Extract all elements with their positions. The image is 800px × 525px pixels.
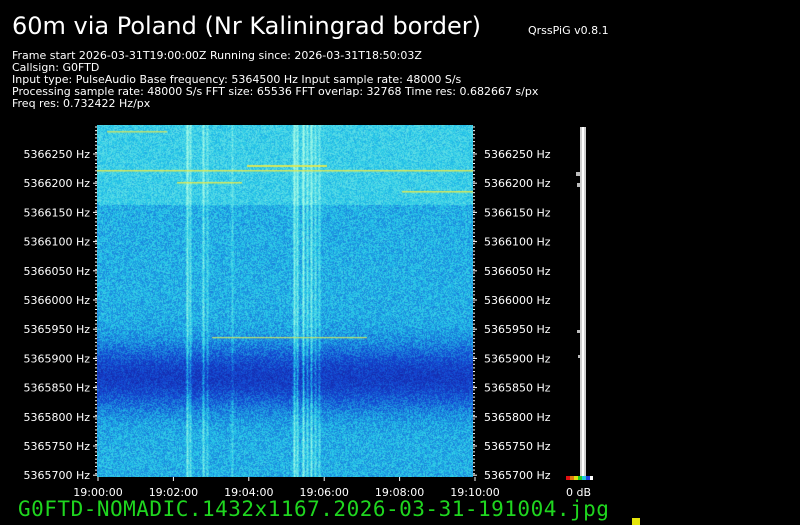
colorbar-green	[578, 476, 582, 480]
colorbar: 0 dB	[566, 476, 593, 499]
y-tick-label-left: 5365800 Hz	[23, 411, 90, 424]
colorbar-white	[590, 476, 593, 480]
y-tick-label-left: 5365850 Hz	[23, 382, 90, 395]
y-tick-label-left: 5366250 Hz	[23, 148, 90, 161]
app-version: QrssPiG v0.8.1	[528, 24, 609, 37]
x-tick-label: 19:04:00	[224, 486, 273, 499]
x-tick-label: 19:08:00	[375, 486, 424, 499]
level-bar-highlight	[582, 127, 584, 477]
y-tick-label-left: 5365750 Hz	[23, 440, 90, 453]
spectrogram-plot	[97, 125, 473, 477]
y-tick-label-right: 5366000 Hz	[484, 294, 551, 307]
x-tick-label: 19:06:00	[299, 486, 348, 499]
y-tick-label-left: 5365950 Hz	[23, 323, 90, 336]
level-bar	[576, 127, 586, 477]
level-bar-notch-3	[577, 330, 580, 333]
footer-filename: G0FTD-NOMADIC.1432x1167.2026-03-31-19100…	[18, 497, 610, 521]
colorbar-yellow	[574, 476, 578, 480]
y-tick-label-left: 5366200 Hz	[23, 177, 90, 190]
colorbar-label: 0 dB	[566, 486, 591, 499]
y-tick-label-left: 5366050 Hz	[23, 265, 90, 278]
terminal-cursor	[632, 518, 640, 525]
y-tick-label-left: 5366000 Hz	[23, 294, 90, 307]
colorbar-orange	[570, 476, 574, 480]
colorbar-blue	[586, 476, 590, 480]
y-tick-label-right: 5366050 Hz	[484, 265, 551, 278]
info-line-frame: Frame start 2026-03-31T19:00:00Z Running…	[12, 49, 422, 62]
x-tick-label: 19:10:00	[450, 486, 499, 499]
page-title: 60m via Poland (Nr Kaliningrad border)	[12, 12, 482, 40]
y-tick-label-right: 5366100 Hz	[484, 236, 551, 249]
y-tick-label-right: 5365850 Hz	[484, 382, 551, 395]
y-tick-label-left: 5366100 Hz	[23, 236, 90, 249]
y-tick-label-right: 5365750 Hz	[484, 440, 551, 453]
y-tick-label-right: 5366200 Hz	[484, 177, 551, 190]
y-tick-label-left: 5365700 Hz	[23, 469, 90, 482]
y-tick-label-right: 5366250 Hz	[484, 148, 551, 161]
level-bar-notch-1	[576, 172, 580, 176]
level-bar-notch-4	[578, 355, 580, 358]
colorbar-red	[566, 476, 570, 480]
y-tick-label-right: 5365800 Hz	[484, 411, 551, 424]
colorbar-cyan	[582, 476, 586, 480]
x-tick-label: 19:00:00	[73, 486, 122, 499]
y-tick-label-right: 5366150 Hz	[484, 206, 551, 219]
info-line-freqres: Freq res: 0.732422 Hz/px	[12, 97, 151, 110]
info-block: Frame start 2026-03-31T19:00:00Z Running…	[12, 50, 538, 110]
y-tick-label-left: 5365900 Hz	[23, 352, 90, 365]
y-tick-label-left: 5366150 Hz	[23, 206, 90, 219]
info-line-processing: Processing sample rate: 48000 S/s FFT si…	[12, 85, 539, 98]
y-tick-label-right: 5365900 Hz	[484, 352, 551, 365]
spectrogram-canvas	[97, 125, 473, 477]
x-tick-label: 19:02:00	[149, 486, 198, 499]
info-line-callsign: Callsign: G0FTD	[12, 61, 100, 74]
level-bar-notch-2	[577, 183, 580, 187]
y-tick-label-right: 5365700 Hz	[484, 469, 551, 482]
info-line-input: Input type: PulseAudio Base frequency: 5…	[12, 73, 462, 86]
y-tick-label-right: 5365950 Hz	[484, 323, 551, 336]
